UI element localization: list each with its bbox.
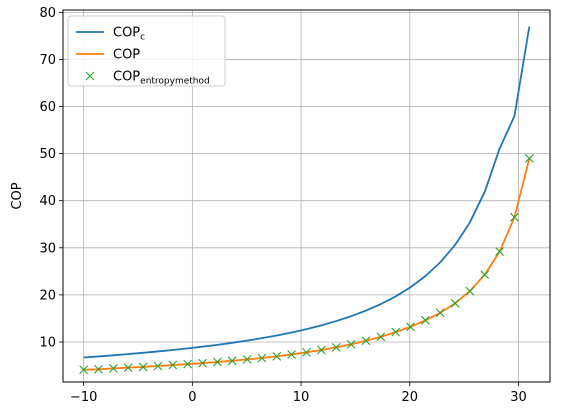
series-layer: [79, 26, 534, 375]
data-point-COP_entropymethod: [108, 363, 118, 373]
legend-box: [67, 15, 226, 87]
y-axis-label: COP: [10, 182, 25, 209]
y-tick-label: 10: [39, 335, 56, 350]
y-tick-label: 40: [39, 194, 56, 209]
grid: [63, 10, 550, 382]
plot-frame: [62, 9, 551, 383]
data-point-COP_entropymethod: [212, 357, 222, 367]
y-tick-label: 70: [39, 53, 56, 68]
legend-label-COP: COP: [113, 48, 140, 63]
data-point-COP_entropymethod: [406, 322, 415, 332]
data-point-COP_entropymethod: [79, 365, 89, 375]
legend: COPc COP COPentropymethod: [67, 15, 226, 87]
data-point-COP_entropymethod: [524, 153, 534, 163]
ticks: −10 0 10 20 30 10 20 30 40 50 60 70 80: [39, 6, 526, 405]
data-point-COP_entropymethod: [420, 315, 430, 325]
data-point-COP_entropymethod: [94, 364, 103, 374]
data-point-COP_entropymethod: [480, 270, 490, 280]
y-tick-label: 60: [39, 100, 56, 115]
data-point-COP_entropymethod: [138, 362, 148, 372]
data-point-COP_entropymethod: [465, 286, 475, 296]
data-point-COP_entropymethod: [316, 345, 326, 355]
x-tick-label: 20: [401, 390, 418, 405]
data-point-COP_entropymethod: [153, 361, 163, 371]
data-point-COP_entropymethod: [123, 363, 133, 373]
data-point-COP_entropymethod: [376, 332, 386, 342]
data-point-COP_entropymethod: [435, 308, 445, 318]
data-point-COP_entropymethod: [272, 351, 282, 361]
data-point-COP_entropymethod: [302, 347, 311, 357]
data-point-COP_entropymethod: [450, 298, 460, 308]
data-point-COP_entropymethod: [257, 353, 267, 363]
legend-label-COP_c: COPc: [113, 26, 145, 43]
series-line-COP_c: [83, 26, 531, 359]
y-tick-label: 80: [39, 6, 56, 21]
data-point-COP_entropymethod: [242, 355, 252, 364]
legend-label-COP_entropymethod: COPentropymethod: [113, 70, 210, 87]
data-point-COP_entropymethod: [361, 336, 371, 346]
data-point-COP_entropymethod: [227, 356, 237, 366]
data-point-COP_entropymethod: [495, 247, 505, 256]
x-tick-label: 0: [188, 390, 196, 405]
x-tick-label: 30: [510, 390, 527, 405]
data-point-COP_entropymethod: [198, 358, 207, 368]
x-tick-label: −10: [70, 390, 97, 405]
y-tick-label: 30: [39, 241, 56, 256]
series-COP_c: [83, 26, 531, 359]
legend-swatch-COP_entropymethod: [85, 71, 95, 81]
series-COP_entropymethod: [79, 153, 534, 375]
y-tick-label: 20: [39, 288, 56, 303]
data-point-COP_entropymethod: [183, 359, 193, 369]
data-point-COP_entropymethod: [346, 339, 356, 349]
x-tick-label: 10: [293, 390, 310, 405]
data-point-COP_entropymethod: [331, 343, 341, 352]
data-point-COP_entropymethod: [391, 327, 401, 337]
data-point-COP_entropymethod: [510, 212, 519, 222]
data-point-COP_entropymethod: [287, 350, 297, 359]
data-point-COP_entropymethod: [168, 360, 178, 370]
y-tick-label: 50: [39, 147, 56, 162]
